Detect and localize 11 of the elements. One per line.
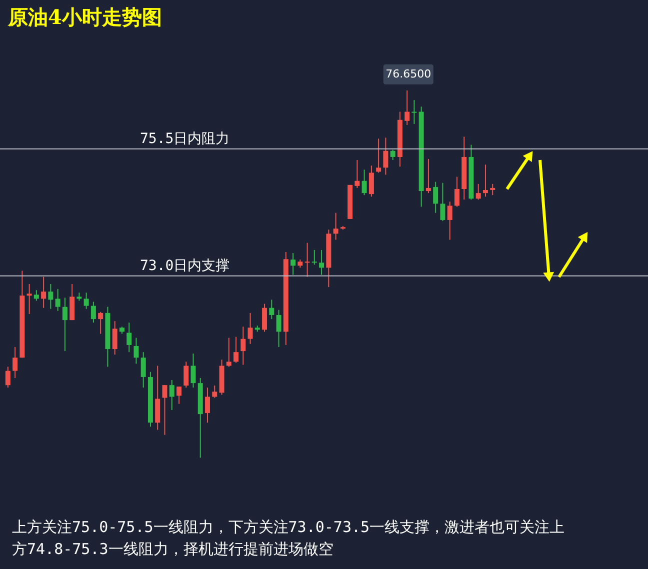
annotation: 上方关注75.0-75.5一线阻力，下方关注73.0-73.5一线支撑，激进者也可关注上方74.8-75.3一线阻力，择机进行提前进场做空 [12,518,565,558]
candlestick [482,164,488,197]
candlestick [304,242,310,277]
candlestick [426,159,431,194]
candlestick [312,250,317,265]
ref-line-label: 73.0日内支撑 [140,258,230,274]
annotation: 76.6500 [386,67,432,80]
candlestick [26,284,32,314]
ref-line-label: 75.5日内阻力 [140,130,230,147]
candlestick [412,100,417,124]
chart-title: 原油4小时走势图 [7,5,162,29]
